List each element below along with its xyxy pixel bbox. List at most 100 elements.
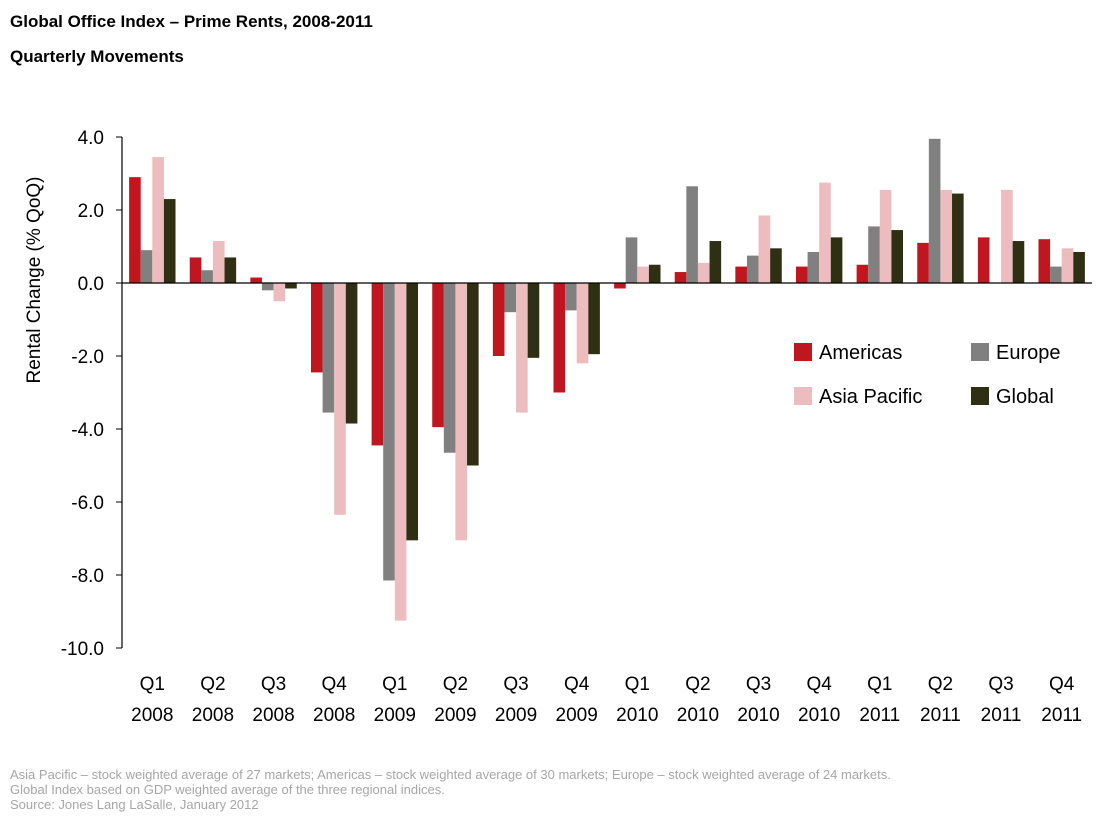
bar-europe [807,251,820,283]
bar-asia-pacific [334,283,346,515]
bar-europe [383,283,395,581]
bar-asia-pacific [212,241,225,283]
bar-global [224,257,237,283]
x-tick-label-quarter: Q2 [443,674,468,695]
legend-swatch [794,387,812,405]
x-tick-label-quarter: Q1 [382,674,407,695]
y-tick-label: -8.0 [71,566,104,587]
x-tick-label-year: 2008 [192,705,234,726]
bar-global [527,283,540,358]
bar-americas [1038,239,1051,283]
bar-asia-pacific [819,182,831,283]
bar-europe [928,138,941,283]
bar-global [830,237,843,283]
y-tick-label: 4.0 [78,128,104,149]
x-tick-label-quarter: Q4 [322,674,348,695]
bar-global [709,241,722,283]
bar-europe [565,283,577,311]
bar-americas [553,283,566,393]
x-tick-label-year: 2010 [798,705,840,726]
y-tick-label: -6.0 [71,493,104,514]
bar-asia-pacific [576,283,589,364]
bar-americas [977,237,990,283]
y-tick-label: -10.0 [61,639,104,660]
x-tick-label-year: 2008 [313,705,355,726]
bar-europe [504,283,517,313]
x-tick-label-year: 2008 [252,705,294,726]
bar-asia-pacific [273,283,286,302]
legend-swatch [971,343,989,361]
bar-global [1012,241,1025,283]
bar-americas [856,264,869,283]
x-tick-label-quarter: Q4 [1049,674,1075,695]
x-tick-label-year: 2009 [374,705,416,726]
x-tick-label-quarter: Q3 [746,674,771,695]
footnote-line-1: Asia Pacific – stock weighted average of… [10,767,891,782]
bar-europe [746,255,759,283]
x-tick-label-year: 2010 [677,705,719,726]
x-tick-label-quarter: Q2 [685,674,710,695]
bar-americas [432,283,444,428]
x-tick-label-year: 2009 [495,705,537,726]
legend-label: Asia Pacific [819,386,922,408]
y-tick-label: -2.0 [71,347,104,368]
bar-americas [371,283,384,446]
x-tick-label-quarter: Q3 [261,674,286,695]
x-tick-label-year: 2011 [859,705,900,726]
bar-global [285,283,297,289]
bar-global [1073,251,1085,283]
x-tick-label-year: 2011 [920,705,961,726]
bar-europe [261,283,274,291]
bar-europe [443,283,456,453]
bar-europe [201,270,213,283]
bar-asia-pacific [1061,248,1074,283]
x-tick-label-quarter: Q2 [928,674,953,695]
bar-global [163,199,176,283]
y-tick-label: 2.0 [78,201,104,222]
legend-swatch [794,343,812,361]
x-tick-label-quarter: Q4 [807,674,833,695]
bar-europe [1050,266,1062,283]
footnotes: Asia Pacific – stock weighted average of… [10,767,891,812]
bar-americas [614,283,626,289]
y-axis-title: Rental Change (% QoQ) [24,177,45,384]
bar-americas [735,266,747,283]
bar-americas [674,272,687,283]
bar-asia-pacific [879,189,892,283]
bar-asia-pacific [940,189,953,283]
chart-subtitle: Quarterly Movements [10,47,184,66]
bar-americas [189,257,202,283]
y-tick-label: 0.0 [78,274,104,295]
bar-americas [250,277,262,283]
bar-americas [129,177,141,283]
x-tick-label-quarter: Q1 [625,674,650,695]
bar-europe [140,250,153,283]
bar-asia-pacific [758,215,771,283]
x-tick-label-quarter: Q3 [503,674,528,695]
x-tick-label-year: 2008 [131,705,173,726]
bar-americas [795,266,808,283]
bar-global [952,193,964,283]
x-tick-label-quarter: Q4 [564,674,590,695]
legend-label: Europe [996,342,1061,364]
y-tick-label: -4.0 [71,420,104,441]
bar-global [770,248,782,283]
source-note: Source: Jones Lang LaSalle, January 2012 [10,797,259,812]
legend-label: Global [996,386,1054,408]
bar-global [345,283,358,424]
x-tick-label-quarter: Q2 [200,674,225,695]
x-tick-label-quarter: Q3 [988,674,1013,695]
bar-europe [322,283,335,413]
x-tick-label-year: 2011 [1041,705,1082,726]
bar-asia-pacific [394,283,407,621]
bar-americas [492,283,505,356]
bar-europe [686,186,698,283]
x-tick-label-year: 2010 [616,705,658,726]
legend-label: Americas [819,342,902,364]
bar-global [648,264,661,283]
bar-global [588,283,600,355]
x-tick-label-year: 2009 [556,705,598,726]
bar-europe [625,237,638,283]
x-tick-label-year: 2009 [434,705,476,726]
bar-asia-pacific [697,262,710,283]
